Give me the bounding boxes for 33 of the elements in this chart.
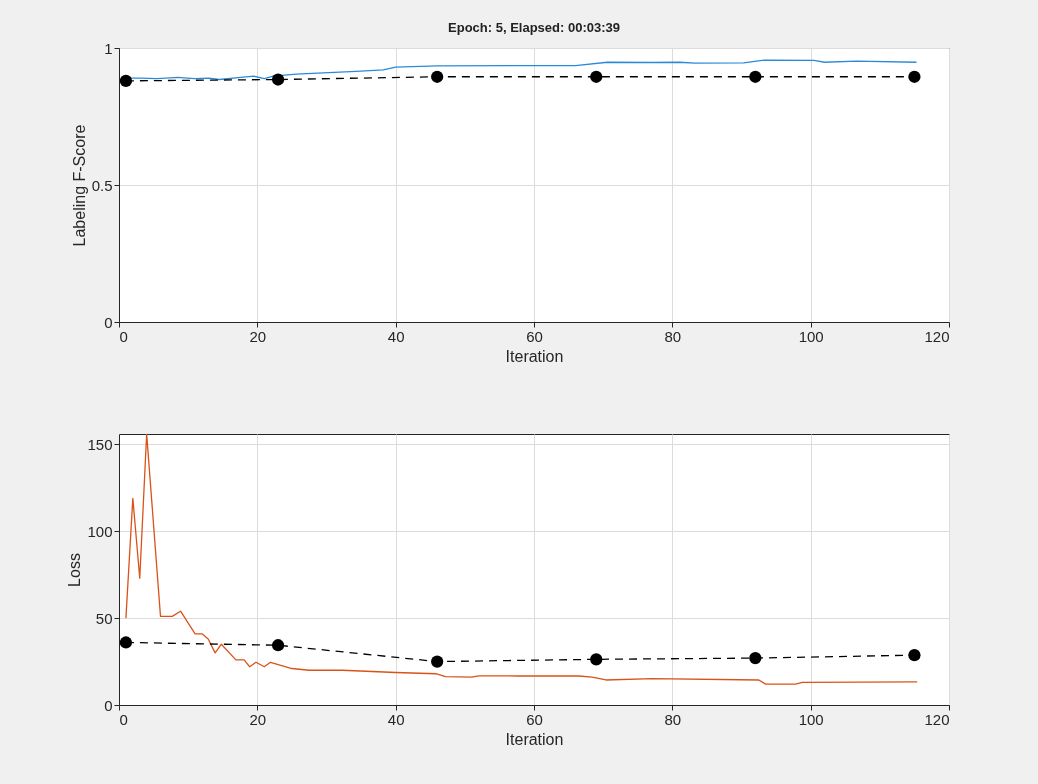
line-series (125, 434, 918, 685)
x-tick-label: 0 (119, 710, 128, 728)
point (119, 636, 133, 649)
point (271, 639, 285, 652)
y-axis-title: Loss (66, 553, 84, 587)
x-axis-title: Iteration (505, 347, 564, 365)
x-tick-label: 80 (664, 327, 682, 345)
y-tick-label: 1 (104, 39, 113, 57)
x-tick-label: 20 (249, 710, 267, 728)
x-tick-label: 80 (664, 710, 682, 728)
x-tick-label: 60 (526, 710, 543, 728)
x-axis-title: Iteration (505, 730, 564, 748)
x-tick-label: 100 (798, 710, 824, 728)
y-tick-label: 0.5 (91, 176, 113, 194)
y-tick-label: 100 (87, 522, 113, 540)
point (431, 655, 444, 668)
y-axis-title: Labeling F-Score (70, 124, 88, 247)
x-tick-label: 60 (526, 327, 543, 345)
x-tick-label: 0 (119, 327, 128, 345)
x-tick-label: 120 (924, 327, 950, 345)
y-tick-label: 50 (95, 609, 113, 627)
x-tick-label: 40 (387, 327, 405, 345)
x-tick-label: 40 (387, 710, 405, 728)
x-tick-label: 120 (924, 710, 950, 728)
point (590, 653, 603, 666)
point (749, 651, 762, 665)
chart-title: Epoch: 5, Elapsed: 00:03:39 (448, 20, 620, 35)
y-tick-label: 150 (87, 435, 113, 453)
y-tick-label: 0 (104, 313, 113, 331)
point (908, 649, 921, 662)
x-tick-label: 20 (249, 327, 267, 345)
x-tick-label: 100 (798, 327, 824, 345)
y-tick-label: 0 (104, 696, 113, 714)
